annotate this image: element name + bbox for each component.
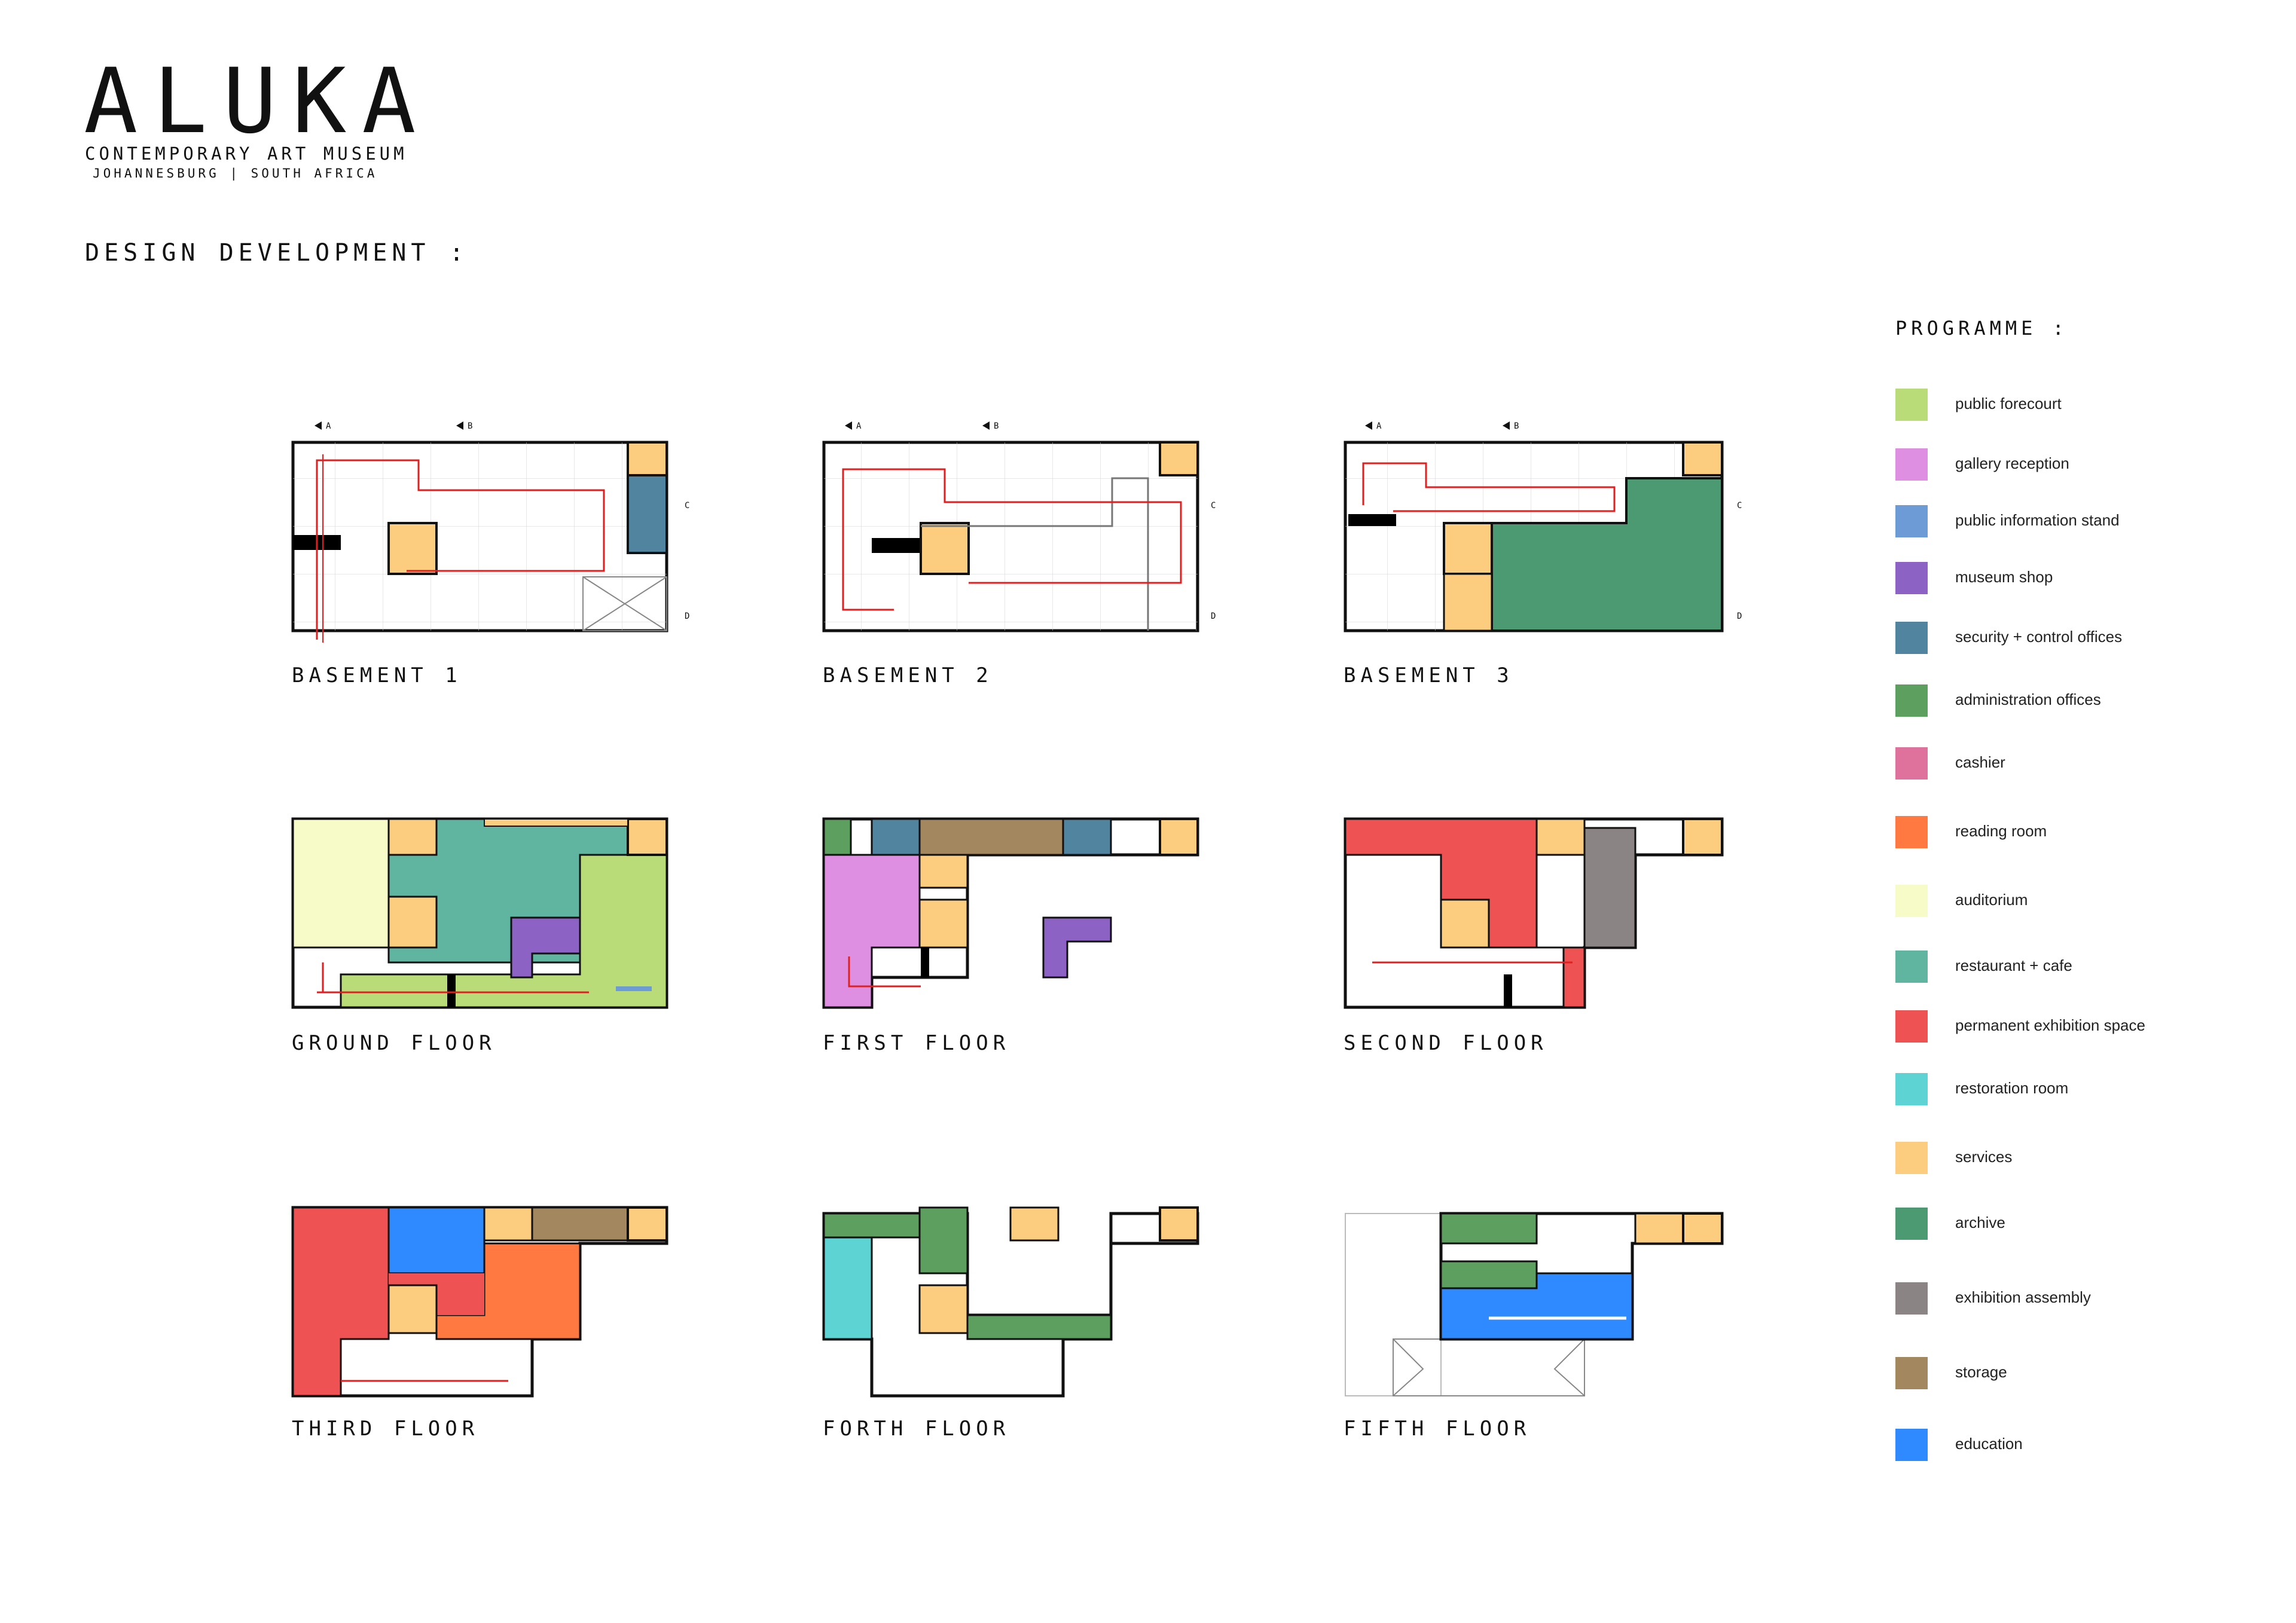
legend-label: administration offices [1955,690,2101,708]
section-marker-c1: C [685,501,689,511]
section-marker-d2: D [1211,612,1216,621]
legend-swatch [1895,950,1928,983]
legend-swatch [1895,622,1928,654]
legend-label: public forecourt [1955,395,2062,412]
museum-location: JOHANNESBURG | SOUTH AFRICA [93,166,378,181]
legend-item: reading room [1895,816,2254,849]
plan-basement-3 [1344,441,1724,632]
legend-item: services [1895,1142,2254,1175]
section-markers: A B A B A B C D C D C D [315,421,1742,621]
plan-label-basement-1: BASEMENT 1 [292,664,462,687]
legend-item: gallery reception [1895,448,2254,482]
plan-basement-1 [291,441,668,643]
legend-item: storage [1895,1357,2254,1390]
plan-label-forth-floor: FORTH FLOOR [823,1417,1010,1441]
plan-label-second-floor: SECOND FLOOR [1344,1031,1548,1055]
section-marker-a3: A [1376,421,1382,431]
legend-label: archive [1955,1214,2005,1231]
legend-swatch [1895,1357,1928,1389]
legend-title: PROGRAMME : [1895,317,2068,340]
museum-title: ALUKA [84,50,432,154]
section-marker-d3: D [1737,612,1742,621]
legend-swatch [1895,885,1928,917]
plan-forth-floor [822,1206,1199,1398]
legend-label: exhibition assembly [1955,1288,2091,1306]
legend-item: public forecourt [1895,389,2254,422]
legend-swatch [1895,1208,1928,1240]
legend-label: permanent exhibition space [1955,1016,2145,1034]
legend-item: administration offices [1895,684,2254,718]
museum-subtitle: CONTEMPORARY ART MUSEUM [85,143,408,164]
section-marker-a2: A [856,421,862,431]
legend-swatch [1895,562,1928,594]
legend-swatch [1895,816,1928,848]
legend-swatch [1895,505,1928,537]
legend-swatch [1895,448,1928,481]
legend-label: gallery reception [1955,454,2069,472]
plan-basement-2 [822,441,1199,632]
legend-label: cashier [1955,753,2005,771]
legend-item: permanent exhibition space [1895,1010,2254,1044]
plan-label-first-floor: FIRST FLOOR [823,1031,1010,1055]
section-title: DESIGN DEVELOPMENT : [85,239,469,267]
plan-label-ground-floor: GROUND FLOOR [292,1031,496,1055]
legend-label: storage [1955,1363,2007,1381]
legend-swatch [1895,1073,1928,1105]
legend-label: education [1955,1435,2023,1453]
legend-swatch [1895,1282,1928,1315]
legend-item: security + control offices [1895,622,2254,655]
plan-label-third-floor: THIRD FLOOR [292,1417,480,1441]
legend-item: cashier [1895,747,2254,781]
legend-swatch [1895,1142,1928,1174]
legend-label: reading room [1955,822,2047,840]
legend-item: auditorium [1895,885,2254,918]
plan-second-floor [1344,817,1724,1009]
plan-label-basement-2: BASEMENT 2 [823,664,993,687]
plan-label-fifth-floor: FIFTH FLOOR [1344,1417,1531,1441]
legend-label: public information stand [1955,511,2120,529]
plan-third-floor [291,1206,668,1398]
plan-fifth-floor [1345,1212,1724,1396]
legend-swatch [1895,684,1928,717]
section-marker-d1: D [685,612,689,621]
section-marker-c3: C [1737,501,1742,511]
section-marker-b3: B [1514,421,1519,431]
legend-swatch [1895,389,1928,421]
legend-item: exhibition assembly [1895,1282,2254,1316]
legend-label: museum shop [1955,568,2053,586]
legend-item: public information stand [1895,505,2254,539]
section-marker-a1: A [326,421,331,431]
legend-label: services [1955,1148,2013,1166]
legend-label: restaurant + cafe [1955,956,2072,974]
legend-swatch [1895,1010,1928,1043]
legend-item: archive [1895,1208,2254,1241]
legend-label: auditorium [1955,891,2028,909]
legend-label: security + control offices [1955,628,2123,646]
section-marker-b2: B [994,421,999,431]
plan-label-basement-3: BASEMENT 3 [1344,664,1514,687]
legend-item: museum shop [1895,562,2254,595]
legend-item: education [1895,1429,2254,1462]
legend-item: restaurant + cafe [1895,950,2254,984]
plan-first-floor [822,817,1199,1009]
legend-label: restoration room [1955,1079,2069,1097]
section-marker-c2: C [1211,501,1216,511]
legend-item: restoration room [1895,1073,2254,1107]
legend-swatch [1895,747,1928,780]
section-marker-b1: B [468,421,472,431]
legend-swatch [1895,1429,1928,1461]
plan-ground-floor [291,817,668,1009]
